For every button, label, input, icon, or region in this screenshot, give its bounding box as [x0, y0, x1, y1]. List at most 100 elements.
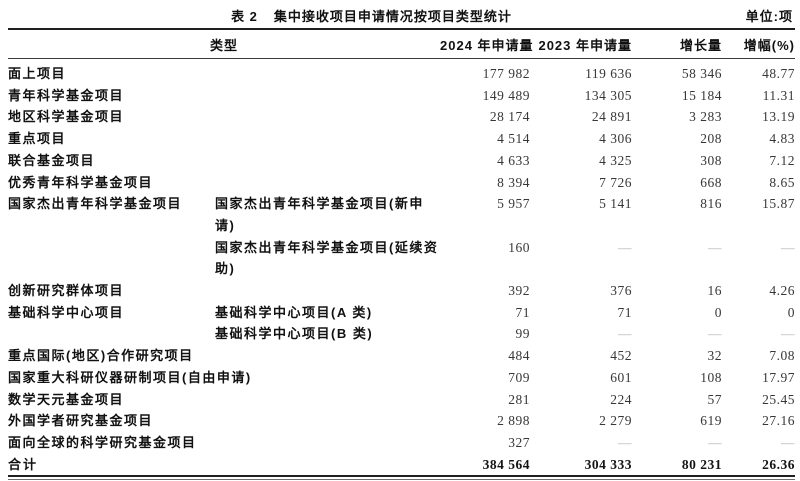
cell-rate: 0: [787, 304, 796, 320]
cell-subtype: 基础科学中心项目(B 类): [215, 326, 374, 342]
stats-table: 类型 2024 年申请量 2023 年申请量 增长量 增幅(%) 面上项目 177…: [8, 28, 796, 478]
col-header-2023: 2023 年申请量: [530, 29, 633, 59]
bottom-rule: [8, 479, 795, 481]
cell-type: 合计: [8, 456, 39, 472]
cell-2024: 281: [508, 391, 531, 407]
table-number: 表 2: [231, 9, 258, 24]
cell-2023: 376: [610, 283, 633, 299]
cell-rate: —: [781, 239, 796, 255]
cell-type: 面上项目: [8, 66, 67, 81]
cell-type: [8, 237, 215, 280]
cell-growth: 816: [700, 196, 723, 212]
table-row: 国家重大科研仪器研制项目(自由申请) 709 601 108 17.97: [8, 367, 795, 389]
table-row: 面向全球的科学研究基金项目 327 — — —: [8, 432, 795, 454]
cell-2023: 4 306: [599, 131, 633, 147]
cell-growth: —: [708, 326, 723, 342]
cell-type: 青年科学基金项目: [8, 87, 125, 103]
cell-2024: 160: [508, 239, 531, 255]
col-header-growth: 增长量: [632, 29, 723, 59]
cell-2024: 177 982: [482, 66, 531, 81]
table-row: 国家杰出青年科学基金项目 国家杰出青年科学基金项目(新申请) 5 957 5 141 8…: [8, 193, 795, 236]
cell-2024: 28 174: [489, 109, 531, 125]
cell-2024: 99: [515, 326, 531, 342]
cell-2024: 8 394: [497, 174, 531, 190]
cell-2024: 384 564: [482, 456, 531, 472]
header-row: 类型 2024 年申请量 2023 年申请量 增长量 增幅(%): [8, 29, 796, 59]
cell-type: 重点项目: [8, 131, 67, 147]
cell-rate: 27.16: [762, 413, 796, 429]
cell-growth: 619: [700, 413, 723, 429]
cell-2024: 2 898: [497, 413, 531, 429]
cell-2023: 224: [610, 391, 633, 407]
cell-growth: —: [708, 239, 723, 255]
cell-growth: 668: [700, 174, 723, 190]
cell-2024: 71: [515, 304, 531, 320]
table-row: 外国学者研究基金项目 2 898 2 279 619 27.16: [8, 410, 795, 432]
cell-2024: 5 957: [497, 196, 531, 212]
cell-subtype: 国家杰出青年科学基金项目(新申请): [215, 196, 424, 233]
cell-2023: 7 726: [599, 174, 633, 190]
cell-type: 国家重大科研仪器研制项目(自由申请): [8, 369, 252, 385]
cell-2024: 392: [508, 283, 531, 299]
cell-type: 国家杰出青年科学基金项目: [8, 196, 183, 212]
cell-growth: 58 346: [681, 66, 723, 81]
table-row: 面上项目 177 982 119 636 58 346 48.77: [8, 59, 795, 85]
cell-rate: —: [781, 434, 796, 450]
cell-rate: 17.97: [762, 369, 796, 385]
cell-2024: 149 489: [482, 87, 531, 103]
table-caption: 表 2 集中接收项目申请情况按项目类型统计: [8, 3, 795, 25]
cell-growth: 3 283: [689, 109, 723, 125]
cell-growth: 0: [714, 304, 723, 320]
cell-2024: 709: [508, 369, 531, 385]
cell-2024: 4 514: [497, 131, 531, 147]
col-header-2024: 2024 年申请量: [440, 29, 533, 59]
cell-2023: 119 636: [585, 66, 633, 81]
cell-rate: 7.08: [769, 348, 796, 364]
cell-growth: 57: [707, 391, 723, 407]
cell-growth: 15 184: [681, 87, 723, 103]
table-row: 重点项目 4 514 4 306 208 4.83: [8, 128, 795, 150]
cell-rate: 4.83: [769, 131, 796, 147]
table-row: 联合基金项目 4 633 4 325 308 7.12: [8, 150, 795, 172]
cell-2023: 134 305: [584, 87, 633, 103]
unit-label: 单位:项: [745, 9, 793, 24]
cell-rate: 25.45: [762, 391, 796, 407]
cell-2023: 601: [610, 369, 633, 385]
cell-type: 联合基金项目: [8, 152, 96, 168]
table-row: 优秀青年科学基金项目 8 394 7 726 668 8.65: [8, 172, 795, 194]
cell-subtype: 基础科学中心项目(A 类): [215, 304, 373, 320]
cell-rate: 8.65: [769, 174, 796, 190]
cell-growth: 16: [707, 283, 723, 299]
cell-2023: 71: [617, 304, 633, 320]
cell-type: 面向全球的科学研究基金项目: [8, 434, 197, 450]
cell-growth: 308: [700, 152, 723, 168]
cell-type: 优秀青年科学基金项目: [8, 174, 154, 190]
table-row: 数学天元基金项目 281 224 57 25.45: [8, 389, 795, 411]
table-row: 基础科学中心项目(B 类) 99 — — —: [8, 323, 795, 345]
cell-type: 地区科学基金项目: [8, 109, 125, 125]
table-row: 地区科学基金项目 28 174 24 891 3 283 13.19: [8, 106, 795, 128]
cell-growth: 32: [707, 348, 723, 364]
table-row: 创新研究群体项目 392 376 16 4.26: [8, 280, 795, 302]
cell-2024: 484: [508, 348, 531, 364]
cell-subtype: 国家杰出青年科学基金项目(延续资助): [215, 239, 439, 277]
cell-2023: 4 325: [599, 152, 633, 168]
cell-type: 创新研究群体项目: [8, 283, 125, 299]
cell-2023: —: [618, 239, 633, 255]
cell-growth: 208: [700, 131, 723, 147]
cell-rate: 26.36: [762, 456, 796, 472]
table-caption-row: 表 2 集中接收项目申请情况按项目类型统计 单位:项: [8, 3, 795, 28]
cell-2023: —: [618, 434, 633, 450]
col-header-rate: 增幅(%): [722, 29, 796, 59]
cell-rate: —: [781, 326, 796, 342]
cell-rate: 48.77: [762, 66, 796, 81]
table-body: 面上项目 177 982 119 636 58 346 48.77 青年科学基金项目 149…: [8, 59, 795, 477]
table-row: 国家杰出青年科学基金项目(延续资助) 160 — — —: [8, 237, 795, 280]
cell-type: 基础科学中心项目: [8, 304, 125, 320]
cell-2023: 304 333: [584, 456, 633, 472]
cell-rate: 7.12: [769, 152, 796, 168]
cell-type: 重点国际(地区)合作研究项目: [8, 348, 194, 364]
table-row: 青年科学基金项目 149 489 134 305 15 184 11.31: [8, 85, 795, 107]
table-row: 基础科学中心项目 基础科学中心项目(A 类) 71 71 0 0: [8, 302, 795, 324]
cell-2023: 452: [610, 348, 633, 364]
